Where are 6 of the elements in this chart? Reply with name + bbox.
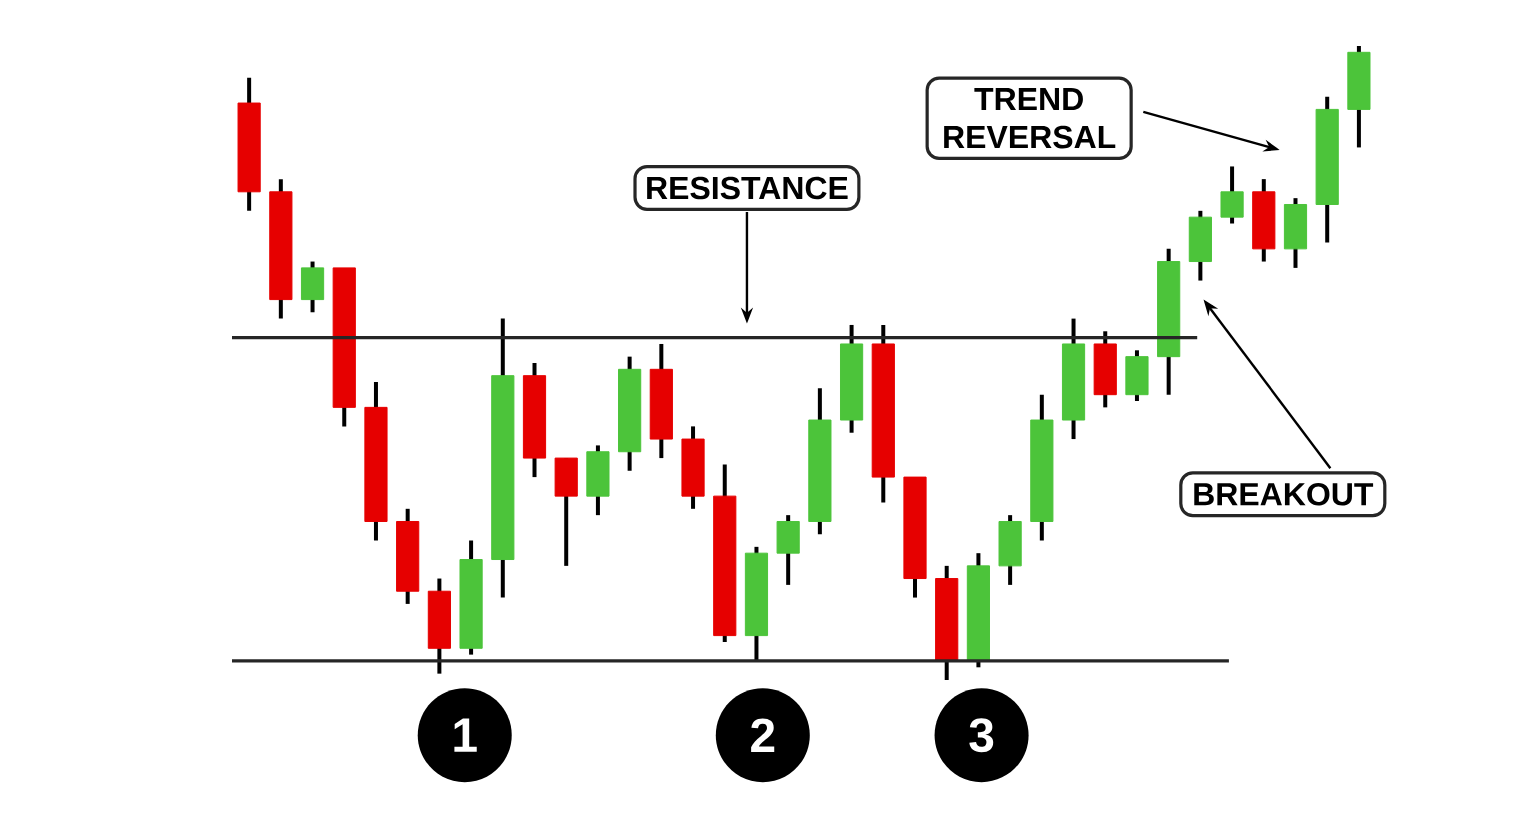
annotation: TREND REVERSAL bbox=[944, 88, 1116, 149]
text: 3 bbox=[969, 718, 994, 753]
legend-label: RESISTANCE bbox=[647, 176, 848, 200]
annotation: BREAKOUT bbox=[1194, 482, 1374, 506]
text: 1 bbox=[454, 718, 477, 752]
text: 2 bbox=[751, 718, 775, 752]
